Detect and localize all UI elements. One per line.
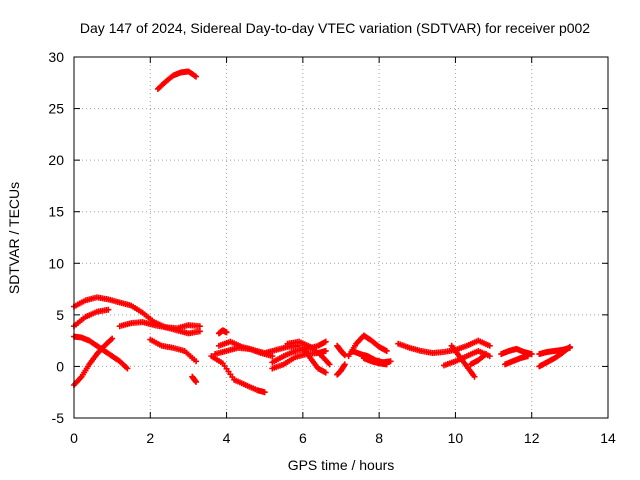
chart-title: Day 147 of 2024, Sidereal Day-to-day VTE…	[80, 20, 590, 36]
x-tick-label: 14	[600, 430, 616, 446]
y-axis-label: SDTVAR / TECUs	[6, 182, 22, 294]
data-point	[124, 365, 131, 372]
series-arc-w	[448, 342, 478, 380]
y-tick-label: 20	[48, 152, 64, 168]
data-point	[261, 389, 268, 396]
series-arc-g	[189, 373, 200, 385]
series-arc-q	[334, 361, 348, 378]
data-point	[383, 361, 390, 368]
y-tick-label: 15	[48, 204, 64, 220]
y-tick-label: 5	[56, 307, 64, 323]
data-points	[71, 68, 573, 396]
series-arc-j	[212, 344, 276, 360]
data-point	[341, 352, 348, 359]
x-axis-label: GPS time / hours	[288, 457, 395, 473]
series-arc-k	[215, 327, 230, 337]
x-tick-label: 0	[70, 430, 78, 446]
grid-lines	[74, 57, 608, 418]
series-arc-i	[208, 353, 268, 396]
plot-frame	[73, 56, 609, 419]
data-point	[109, 335, 116, 342]
data-point	[105, 306, 112, 313]
series-arc-d	[71, 335, 116, 388]
data-point	[193, 73, 200, 80]
data-point	[387, 358, 394, 365]
data-point	[383, 347, 390, 354]
data-point	[196, 323, 203, 330]
series-arc-f	[147, 336, 200, 365]
series-arc-b	[71, 306, 112, 330]
data-point	[341, 361, 348, 368]
series-arc-p	[334, 342, 348, 359]
y-tick-label: -5	[52, 410, 65, 426]
data-point	[524, 353, 531, 360]
y-tick-label: 0	[56, 358, 64, 374]
series-arc-e	[116, 319, 203, 337]
series-arc-y	[498, 345, 535, 358]
data-point	[322, 338, 329, 345]
data-point	[322, 347, 329, 354]
x-tick-label: 6	[299, 430, 307, 446]
x-tick-label: 12	[524, 430, 540, 446]
data-point	[193, 378, 200, 385]
series-arc-top	[154, 68, 200, 92]
series-arc-z	[502, 353, 531, 368]
x-tick-label: 8	[375, 430, 383, 446]
data-point	[471, 373, 478, 380]
data-point	[482, 351, 489, 358]
data-point	[528, 351, 535, 358]
x-tick-label: 2	[146, 430, 154, 446]
y-tick-label: 10	[48, 255, 64, 271]
axis-ticks: 0 2 4 6 8 10 12 14 -5 0 5 10 15 20 25 30	[48, 49, 616, 446]
data-point	[269, 353, 276, 360]
data-point	[566, 344, 573, 351]
y-tick-label: 25	[48, 101, 64, 117]
data-point	[322, 369, 329, 376]
data-point	[486, 353, 493, 360]
series-arc-t	[360, 355, 390, 368]
x-tick-label: 10	[448, 430, 464, 446]
data-point	[193, 358, 200, 365]
data-point	[196, 328, 203, 335]
y-tick-label: 30	[48, 49, 64, 65]
data-point	[486, 342, 493, 349]
series-arc-end-b	[536, 344, 573, 358]
x-tick-label: 4	[223, 430, 231, 446]
data-point	[223, 329, 230, 336]
series-arc-o	[299, 344, 329, 376]
series-arc-n	[284, 338, 333, 368]
data-point	[326, 361, 333, 368]
series-arc-x	[467, 351, 489, 368]
